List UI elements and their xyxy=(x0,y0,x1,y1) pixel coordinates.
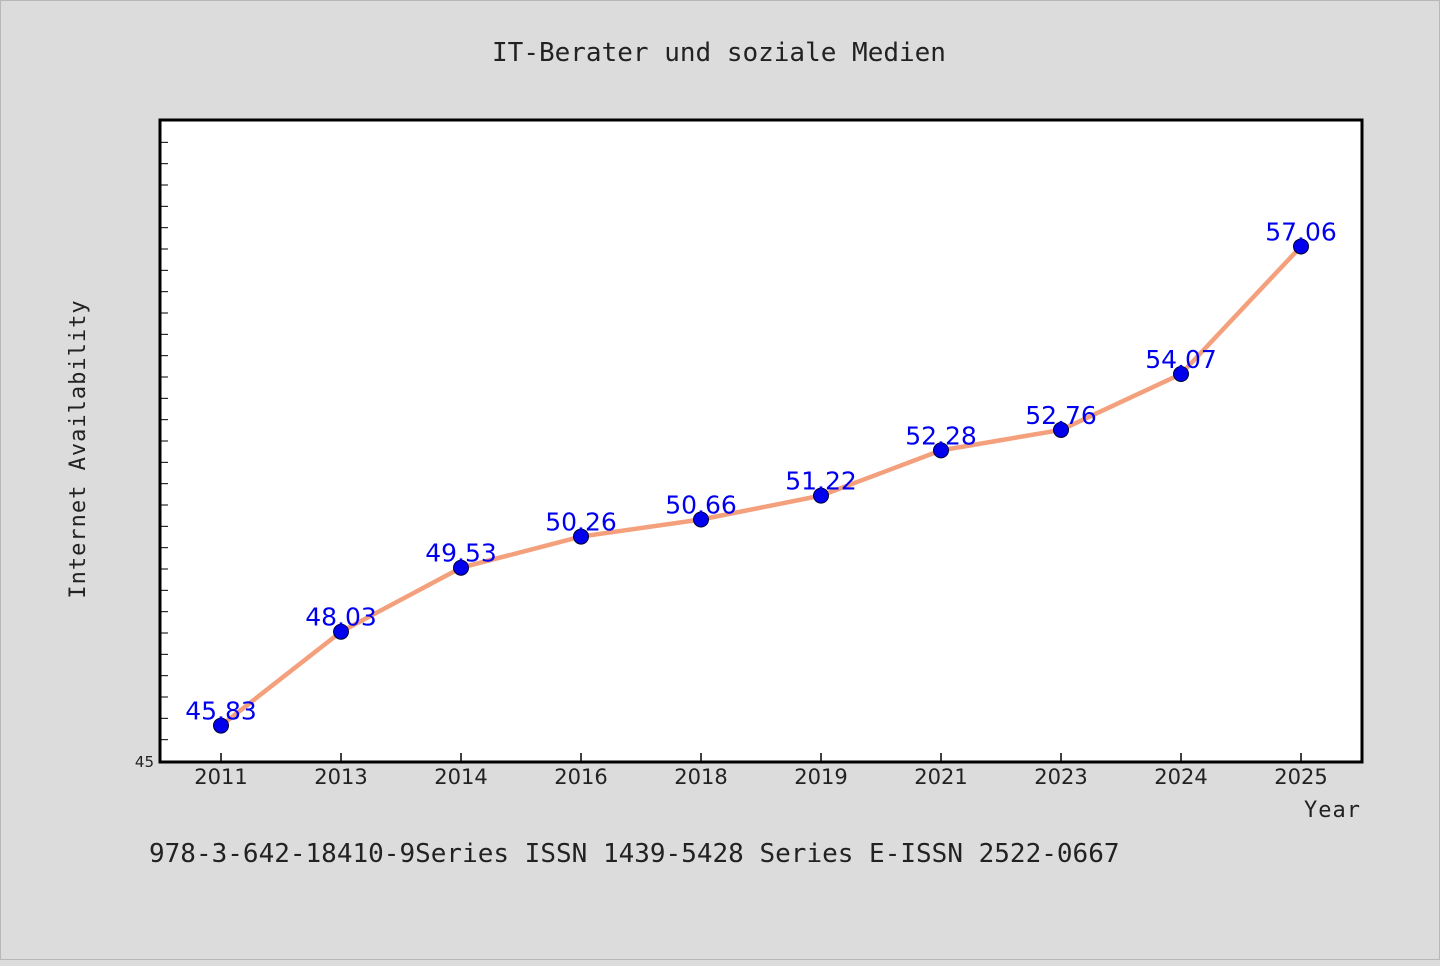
x-tick-label: 2021 xyxy=(914,765,967,789)
series-line xyxy=(218,244,1304,728)
x-tick-label: 2011 xyxy=(194,765,247,789)
data-point xyxy=(933,442,949,459)
data-point xyxy=(573,528,589,545)
plot-area xyxy=(158,118,1364,764)
x-tick-label: 2013 xyxy=(314,765,367,789)
data-label: 50.66 xyxy=(665,491,737,520)
x-axis-label: Year xyxy=(1304,798,1361,823)
data-point xyxy=(1053,421,1069,438)
y-tick-label: 45 xyxy=(135,753,154,771)
x-tick-label: 2024 xyxy=(1154,765,1207,789)
x-tick-label: 2016 xyxy=(554,765,607,789)
y-axis-ticks: 45 xyxy=(135,141,168,771)
data-point xyxy=(1173,366,1189,383)
chart-title: IT-Berater und soziale Medien xyxy=(492,38,946,68)
data-label: 54.07 xyxy=(1145,345,1217,374)
x-axis-ticks: 2011 2013 2014 2016 2018 2019 2021 2023 2024 2025 xyxy=(194,753,1328,789)
data-label: 48.03 xyxy=(305,603,377,632)
data-label: 51.22 xyxy=(785,467,857,496)
data-label: 52.28 xyxy=(905,421,977,450)
x-tick-label: 2014 xyxy=(434,765,487,789)
series-layer: 45.83 48.03 49.53 50.26 50.66 51.22 52.28 52.76… xyxy=(185,217,1337,734)
data-point xyxy=(333,623,349,640)
data-point xyxy=(1293,238,1309,255)
data-point xyxy=(453,559,469,576)
data-label: 45.83 xyxy=(185,697,257,726)
data-point xyxy=(813,487,829,504)
data-label: 49.53 xyxy=(425,539,497,568)
x-tick-label: 2023 xyxy=(1034,765,1087,789)
x-tick-label: 2018 xyxy=(674,765,727,789)
x-tick-label: 2019 xyxy=(794,765,847,789)
y-axis-label: Internet Availability xyxy=(66,299,91,598)
x-tick-label: 2025 xyxy=(1274,765,1327,789)
footer-isbn-text: 978-3-642-18410-9Series ISSN 1439-5428 S… xyxy=(149,839,1120,869)
data-label: 57.06 xyxy=(1265,217,1337,246)
data-label: 50.26 xyxy=(545,508,617,537)
data-point xyxy=(693,511,709,528)
data-label: 52.76 xyxy=(1025,401,1097,430)
data-point xyxy=(213,717,229,734)
